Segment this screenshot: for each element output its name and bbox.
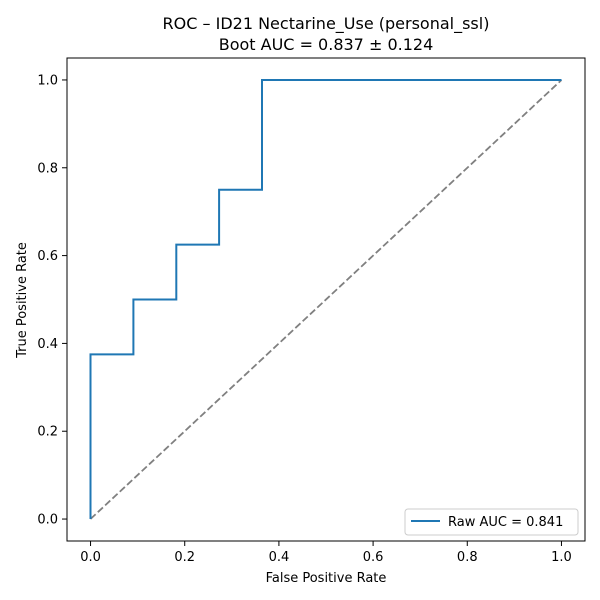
legend-box	[404, 508, 579, 536]
y-tick-label: 1.0	[37, 73, 58, 88]
y-axis-label: True Positive Rate	[15, 242, 30, 359]
y-tick-label: 0.0	[37, 513, 58, 528]
plot-series	[89, 79, 563, 520]
y-tick-label: 0.8	[37, 161, 58, 176]
x-tick-label: 1.0	[551, 550, 572, 565]
legend: Raw AUC = 0.841	[404, 508, 579, 536]
axis-ticks: 0.0 0.2 0.4 0.6 0.8 1.0 0.0 0.2 0.4 0.6 0.8 1.0	[37, 73, 571, 565]
chart-subtitle: Boot AUC = 0.837 ± 0.124	[219, 35, 434, 54]
x-axis-label: False Positive Rate	[266, 571, 387, 586]
x-tick-label: 0.6	[363, 550, 384, 565]
plot-frame	[66, 57, 586, 542]
y-tick-label: 0.2	[37, 425, 58, 440]
roc-curve-line	[89, 79, 562, 519]
chance-diagonal-line	[89, 79, 563, 520]
x-tick-label: 0.8	[457, 550, 478, 565]
x-tick-label: 0.4	[269, 550, 290, 565]
x-tick-label: 0.2	[174, 550, 195, 565]
x-tick-label: 0.0	[80, 550, 101, 565]
y-tick-label: 0.6	[37, 249, 58, 264]
chart-title: ROC – ID21 Nectarine_Use (personal_ssl)	[163, 14, 490, 34]
legend-label-raw: Raw AUC = 0.841	[448, 515, 563, 530]
y-tick-label: 0.4	[37, 337, 58, 352]
